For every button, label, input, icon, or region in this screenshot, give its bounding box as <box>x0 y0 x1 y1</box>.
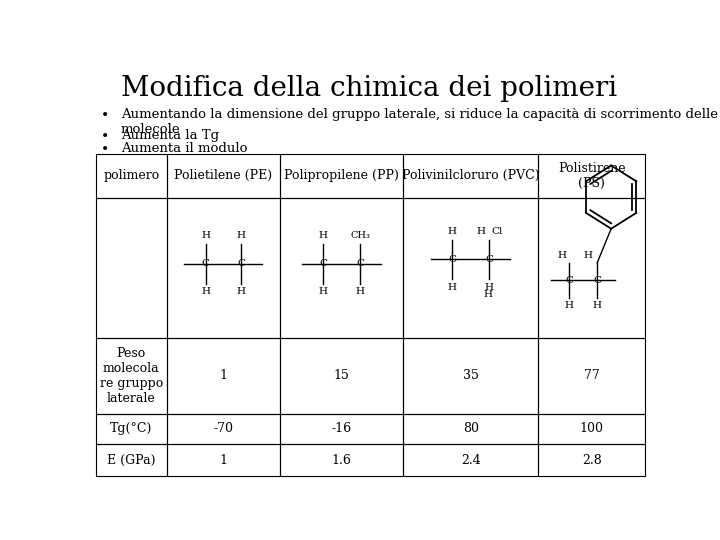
Text: H: H <box>237 231 246 240</box>
Bar <box>403 198 538 338</box>
Text: C: C <box>565 276 573 285</box>
Bar <box>167 444 279 476</box>
Bar <box>538 154 645 198</box>
Bar <box>167 154 279 198</box>
Text: Tg(°C): Tg(°C) <box>110 422 153 435</box>
Text: C: C <box>237 259 246 268</box>
Text: H: H <box>201 231 210 240</box>
Text: Modifica della chimica dei polimeri: Modifica della chimica dei polimeri <box>121 75 617 102</box>
Text: 77: 77 <box>584 369 600 382</box>
Bar <box>279 444 403 476</box>
Bar <box>538 338 645 414</box>
Text: Cl: Cl <box>491 227 503 236</box>
Bar <box>538 444 645 476</box>
Text: 1: 1 <box>220 454 228 467</box>
Text: -70: -70 <box>213 422 233 435</box>
Text: Polivinilcloruro (PVC): Polivinilcloruro (PVC) <box>402 170 539 183</box>
Bar <box>403 444 538 476</box>
Text: H: H <box>477 227 486 236</box>
Text: H: H <box>448 227 456 236</box>
Bar <box>403 154 538 198</box>
Text: Polistirene
(PS): Polistirene (PS) <box>558 162 626 190</box>
Bar <box>538 198 645 338</box>
Text: 80: 80 <box>463 422 479 435</box>
Text: 2.4: 2.4 <box>461 454 480 467</box>
Bar <box>96 444 167 476</box>
Bar <box>279 338 403 414</box>
Bar <box>96 198 167 338</box>
Text: H: H <box>319 287 328 296</box>
Text: -16: -16 <box>331 422 351 435</box>
Text: H: H <box>201 287 210 296</box>
Bar <box>403 414 538 444</box>
Text: Polipropilene (PP): Polipropilene (PP) <box>284 170 399 183</box>
Text: 1: 1 <box>220 369 228 382</box>
Text: H: H <box>593 301 602 310</box>
Text: C: C <box>449 255 456 264</box>
Bar <box>279 154 403 198</box>
Text: polimero: polimero <box>103 170 159 183</box>
Bar <box>96 154 167 198</box>
Text: Aumentando la dimensione del gruppo laterale, si riduce la capacità di scorrimen: Aumentando la dimensione del gruppo late… <box>121 109 718 137</box>
Text: CH₃: CH₃ <box>350 231 370 240</box>
Text: H: H <box>484 290 492 299</box>
Text: H: H <box>485 283 494 292</box>
Text: Aumenta il modulo: Aumenta il modulo <box>121 141 247 155</box>
Text: C: C <box>319 259 327 268</box>
Text: H: H <box>237 287 246 296</box>
Bar <box>167 338 279 414</box>
Bar <box>279 198 403 338</box>
Text: C: C <box>202 259 210 268</box>
Text: E (GPa): E (GPa) <box>107 454 156 467</box>
Text: 15: 15 <box>333 369 349 382</box>
Text: C: C <box>485 255 493 264</box>
Bar <box>96 414 167 444</box>
Text: H: H <box>564 301 574 310</box>
Bar <box>167 198 279 338</box>
Text: H: H <box>356 287 364 296</box>
Text: C: C <box>593 276 601 285</box>
Text: Polietilene (PE): Polietilene (PE) <box>174 170 272 183</box>
Bar <box>96 338 167 414</box>
Text: 100: 100 <box>580 422 603 435</box>
Bar <box>538 414 645 444</box>
Bar <box>167 414 279 444</box>
Text: 2.8: 2.8 <box>582 454 601 467</box>
Text: H: H <box>584 251 593 260</box>
Text: •: • <box>101 109 109 123</box>
Text: H: H <box>557 251 567 260</box>
Text: •: • <box>101 129 109 143</box>
Bar <box>403 338 538 414</box>
Text: H: H <box>319 231 328 240</box>
Bar <box>279 414 403 444</box>
Text: •: • <box>101 141 109 156</box>
Text: C: C <box>356 259 364 268</box>
Text: Aumenta la Tg: Aumenta la Tg <box>121 129 219 142</box>
Text: H: H <box>448 283 456 292</box>
Text: 1.6: 1.6 <box>332 454 351 467</box>
Text: 35: 35 <box>463 369 479 382</box>
Text: Peso
molecola
re gruppo
laterale: Peso molecola re gruppo laterale <box>99 347 163 405</box>
